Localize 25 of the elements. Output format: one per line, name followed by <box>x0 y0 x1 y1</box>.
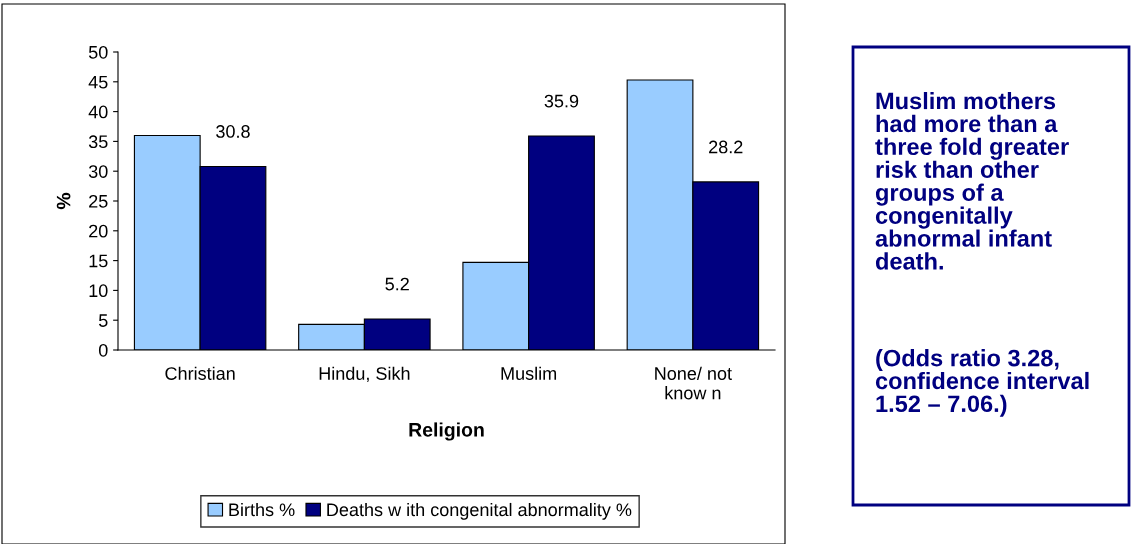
text: (Odds ratio 3.28, confidence interval 1.52 – 7.06.) <box>875 349 1089 417</box>
data-label: 28.2 <box>709 140 743 154</box>
y-tick-label: 10 <box>89 284 108 298</box>
y-tick-label: 0 <box>98 343 108 357</box>
data-label: 35.9 <box>544 94 579 108</box>
y-tick-label: 25 <box>89 194 108 208</box>
data-label: 5.2 <box>385 277 409 291</box>
y-tick-label: 50 <box>88 45 108 59</box>
x-tick-label: Hindu, Sikh <box>319 366 410 383</box>
x-tick-label: None/ not know n <box>655 366 732 400</box>
y-tick-label: 40 <box>88 105 108 119</box>
x-tick-label: Muslim <box>501 366 557 380</box>
y-tick-label: 45 <box>88 75 108 89</box>
y-tick-label: 35 <box>88 135 108 149</box>
y-tick-label: 5 <box>98 314 108 327</box>
y-tick-label: 15 <box>89 254 108 268</box>
text: Muslim mothers had more than a three fold greater risk than other groups of a congenitally abnormal infant death. <box>875 92 1069 270</box>
data-label: 30.8 <box>216 125 250 138</box>
legend-label: Births % <box>229 502 295 517</box>
x-axis-title: Religion <box>409 422 484 441</box>
x-tick-label: Christian <box>165 366 235 380</box>
y-axis-title: % <box>56 192 71 210</box>
y-tick-label: 30 <box>88 165 108 178</box>
legend-label: Deaths w ith congenital abnormality % <box>327 502 632 520</box>
y-tick-label: 20 <box>89 224 108 238</box>
